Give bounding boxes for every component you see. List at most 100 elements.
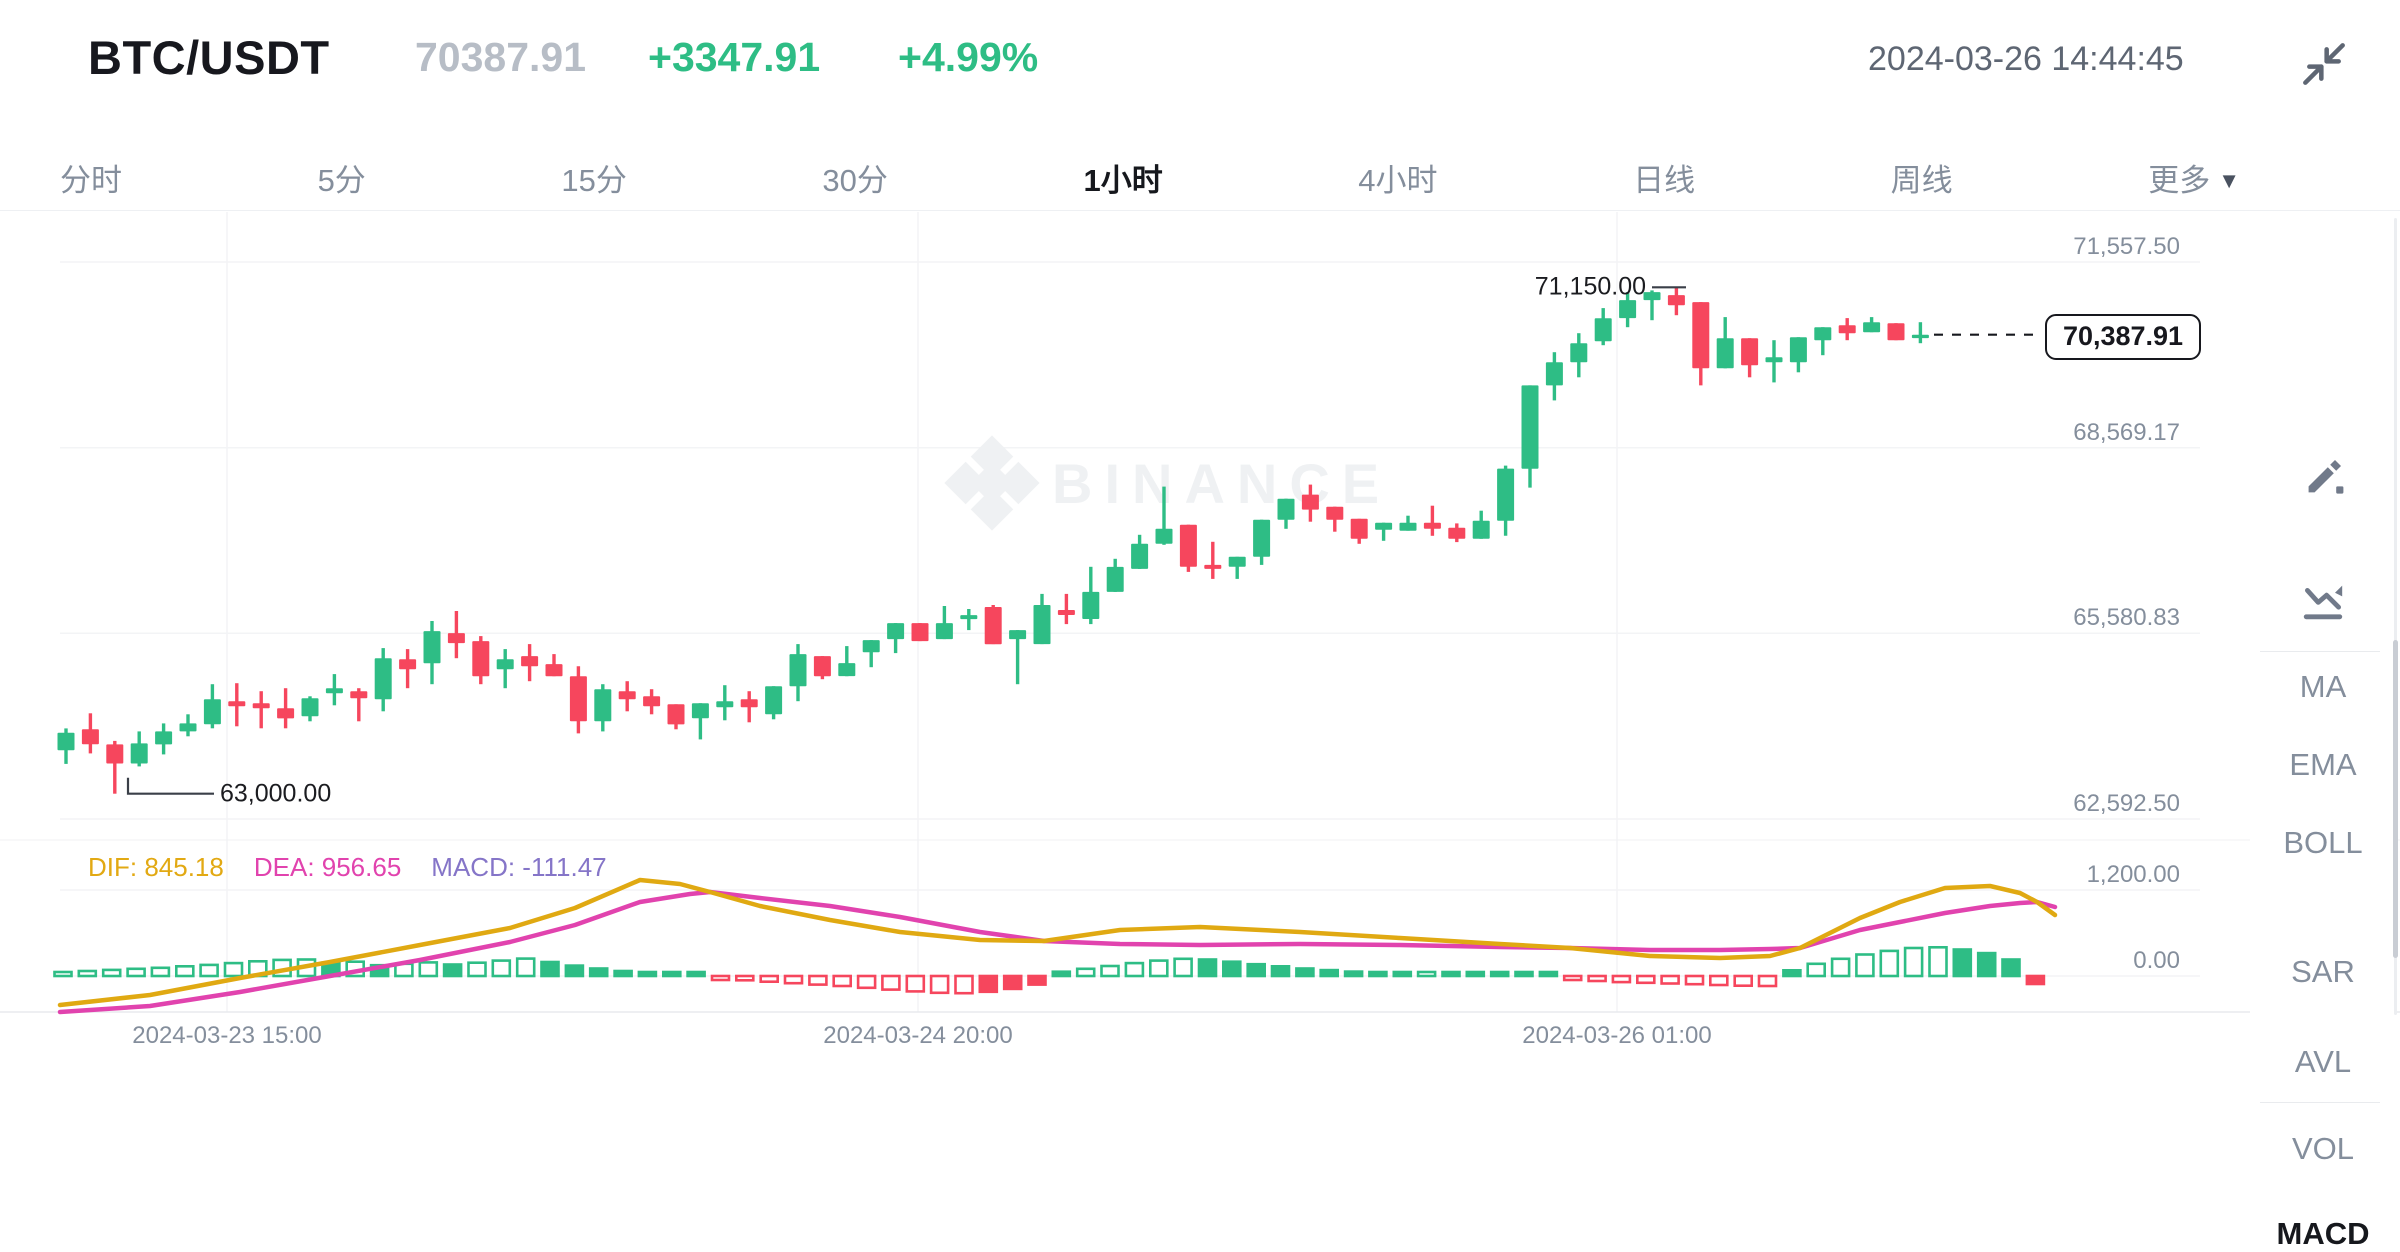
- candle-body[interactable]: [374, 658, 392, 700]
- candle-body[interactable]: [1911, 334, 1929, 339]
- candle-body[interactable]: [887, 623, 905, 640]
- draw-tools-icon[interactable]: [2299, 454, 2347, 502]
- candle-body[interactable]: [984, 607, 1002, 645]
- kline-chart-canvas[interactable]: BINANCE: [0, 0, 2400, 1080]
- tab-timeframe-7[interactable]: 周线: [1890, 163, 1953, 198]
- candle-body[interactable]: [618, 691, 636, 700]
- candle-body[interactable]: [594, 689, 612, 722]
- candle-body[interactable]: [716, 701, 734, 708]
- candle-body[interactable]: [203, 699, 221, 725]
- sidebar-item-vol[interactable]: VOL: [2291, 1131, 2355, 1166]
- candle-body[interactable]: [569, 676, 587, 722]
- candle-body[interactable]: [1082, 591, 1100, 619]
- scrollbar-thumb[interactable]: [2393, 640, 2398, 958]
- candle-body[interactable]: [301, 698, 319, 717]
- candle-body[interactable]: [106, 744, 124, 764]
- candle-body[interactable]: [1545, 362, 1563, 386]
- candle-body[interactable]: [350, 691, 368, 699]
- candle-body[interactable]: [1570, 343, 1588, 363]
- candle-body[interactable]: [1716, 338, 1734, 369]
- candle-body[interactable]: [1497, 468, 1515, 521]
- candle-body[interactable]: [1423, 522, 1441, 529]
- candle-body[interactable]: [838, 663, 856, 677]
- scrollbar-track[interactable]: [2394, 218, 2397, 1015]
- candle-body[interactable]: [130, 743, 148, 764]
- candle-body[interactable]: [1204, 564, 1222, 569]
- candle-body[interactable]: [155, 731, 173, 745]
- candle-body[interactable]: [1594, 318, 1612, 342]
- sidebar-item-macd[interactable]: MACD: [2276, 1216, 2370, 1251]
- candle-body[interactable]: [57, 732, 75, 751]
- candle-body[interactable]: [1350, 518, 1368, 539]
- candle-body[interactable]: [277, 708, 295, 719]
- candle-body[interactable]: [862, 640, 880, 653]
- candle-body[interactable]: [667, 704, 685, 725]
- candle-body[interactable]: [1057, 610, 1075, 615]
- candle-body[interactable]: [789, 654, 807, 687]
- tab-timeframe-0[interactable]: 分时: [60, 163, 122, 198]
- candle-body[interactable]: [813, 656, 831, 677]
- candle-body[interactable]: [1887, 323, 1905, 341]
- candle-body[interactable]: [1838, 325, 1856, 334]
- candle-body[interactable]: [765, 686, 783, 715]
- candle-body[interactable]: [1131, 543, 1149, 569]
- candle-body[interactable]: [423, 631, 441, 664]
- indicator-chart-icon[interactable]: [2299, 576, 2347, 624]
- candle-body[interactable]: [1741, 338, 1759, 366]
- candle-body[interactable]: [1863, 322, 1881, 333]
- candle-body[interactable]: [325, 688, 343, 694]
- candle-body[interactable]: [1301, 494, 1319, 510]
- candle-body[interactable]: [1814, 327, 1832, 341]
- candle-body[interactable]: [496, 659, 514, 670]
- current-price-tag[interactable]: 70,387.91: [2045, 313, 2201, 360]
- candle-body[interactable]: [1253, 519, 1271, 557]
- tab-timeframe-5[interactable]: 4小时: [1358, 163, 1438, 198]
- candle-body[interactable]: [935, 623, 953, 640]
- candle-body[interactable]: [691, 703, 709, 719]
- candle-body[interactable]: [1033, 605, 1051, 645]
- tab-timeframe-6[interactable]: 日线: [1633, 163, 1696, 198]
- sidebar-item-sar[interactable]: SAR: [2291, 954, 2355, 989]
- candle-body[interactable]: [911, 623, 929, 642]
- candle-body[interactable]: [472, 641, 490, 677]
- candle-body[interactable]: [1277, 498, 1295, 520]
- candle-body[interactable]: [1009, 630, 1027, 640]
- candle-body[interactable]: [447, 633, 465, 644]
- tab-timeframe-3[interactable]: 30分: [822, 163, 888, 198]
- candle-body[interactable]: [1765, 357, 1783, 363]
- candle-body[interactable]: [545, 664, 563, 677]
- tab-timeframe-1[interactable]: 5分: [317, 163, 366, 198]
- candle-body[interactable]: [1179, 524, 1197, 567]
- candle-body[interactable]: [179, 723, 197, 732]
- candle-body[interactable]: [1155, 528, 1173, 544]
- candle-body[interactable]: [521, 656, 539, 667]
- candle-body[interactable]: [1472, 520, 1490, 539]
- candle-body[interactable]: [960, 615, 978, 620]
- candle-body[interactable]: [228, 701, 246, 707]
- candle-body[interactable]: [1643, 292, 1661, 301]
- candle-body[interactable]: [399, 659, 417, 670]
- candle-body[interactable]: [1521, 385, 1539, 469]
- candle-body[interactable]: [1106, 566, 1124, 592]
- candle-body[interactable]: [252, 703, 270, 709]
- sidebar-item-ma[interactable]: MA: [2299, 669, 2347, 704]
- sidebar-item-boll[interactable]: BOLL: [2283, 825, 2363, 860]
- candle-body[interactable]: [643, 696, 661, 707]
- sidebar-item-ema[interactable]: EMA: [2289, 747, 2357, 782]
- collapse-icon[interactable]: [2300, 40, 2348, 88]
- tab-timeframe-2[interactable]: 15分: [561, 163, 627, 198]
- candle-body[interactable]: [1789, 337, 1807, 363]
- candle-body[interactable]: [1326, 506, 1344, 520]
- tab-more[interactable]: 更多 ▼: [2148, 163, 2240, 198]
- candle-body[interactable]: [1692, 302, 1710, 369]
- candle-body[interactable]: [81, 729, 99, 745]
- candle-body[interactable]: [1667, 295, 1685, 306]
- candle-body[interactable]: [1399, 522, 1417, 531]
- candle-body[interactable]: [1228, 556, 1246, 567]
- candle-body[interactable]: [1448, 527, 1466, 539]
- tab-timeframe-4[interactable]: 1小时: [1083, 163, 1163, 198]
- candle-body[interactable]: [1375, 522, 1393, 530]
- candle-body[interactable]: [1619, 300, 1637, 319]
- candle-body[interactable]: [740, 699, 758, 708]
- sidebar-item-avl[interactable]: AVL: [2294, 1044, 2352, 1079]
